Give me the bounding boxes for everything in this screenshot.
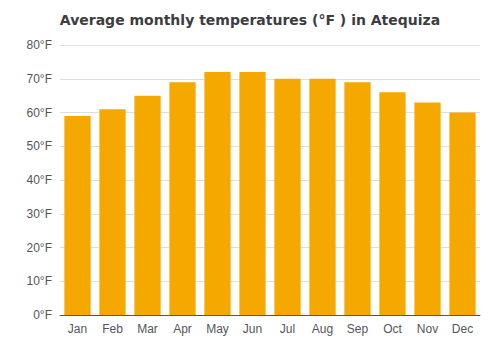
svg-text:0°F: 0°F <box>33 308 52 322</box>
svg-text:Mar: Mar <box>137 322 158 336</box>
svg-text:May: May <box>206 322 229 336</box>
svg-text:Average monthly temperatures (: Average monthly temperatures (°F ) in At… <box>60 12 440 28</box>
svg-text:50°F: 50°F <box>27 139 52 153</box>
svg-text:Sep: Sep <box>347 322 369 336</box>
svg-text:Feb: Feb <box>102 322 123 336</box>
svg-text:60°F: 60°F <box>27 106 52 120</box>
svg-text:Nov: Nov <box>417 322 438 336</box>
svg-text:70°F: 70°F <box>27 72 52 86</box>
svg-text:40°F: 40°F <box>27 173 52 187</box>
svg-text:20°F: 20°F <box>27 241 52 255</box>
svg-text:Jul: Jul <box>280 322 295 336</box>
svg-text:Apr: Apr <box>173 322 192 336</box>
svg-text:10°F: 10°F <box>27 274 52 288</box>
svg-text:Aug: Aug <box>312 322 333 336</box>
svg-text:Jun: Jun <box>243 322 262 336</box>
svg-text:80°F: 80°F <box>27 38 52 52</box>
svg-text:Dec: Dec <box>452 322 473 336</box>
svg-text:Oct: Oct <box>383 322 402 336</box>
svg-text:Jan: Jan <box>68 322 87 336</box>
svg-text:30°F: 30°F <box>27 207 52 221</box>
